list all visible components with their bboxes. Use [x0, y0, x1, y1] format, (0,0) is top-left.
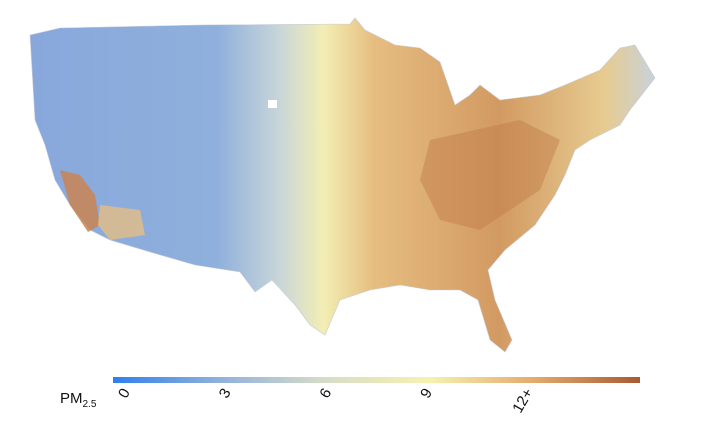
colorbar-tick-label: 3 [216, 386, 235, 402]
colorbar-tick-label: 12+ [509, 385, 537, 416]
legend: PM2.5 0 3 6 9 12+ [60, 377, 640, 416]
colorbar [113, 377, 640, 383]
colorbar-tick-label: 9 [417, 386, 436, 402]
legend-title: PM2.5 [60, 390, 97, 410]
great-lake [268, 100, 277, 108]
us-map [29, 17, 656, 353]
colorbar-tick-label: 0 [115, 386, 134, 402]
southwest-desert [98, 205, 145, 240]
california-hotspot [60, 170, 100, 232]
us-outline [29, 17, 656, 353]
ohio-valley [420, 120, 560, 230]
colorbar-tick-label: 6 [316, 386, 335, 402]
